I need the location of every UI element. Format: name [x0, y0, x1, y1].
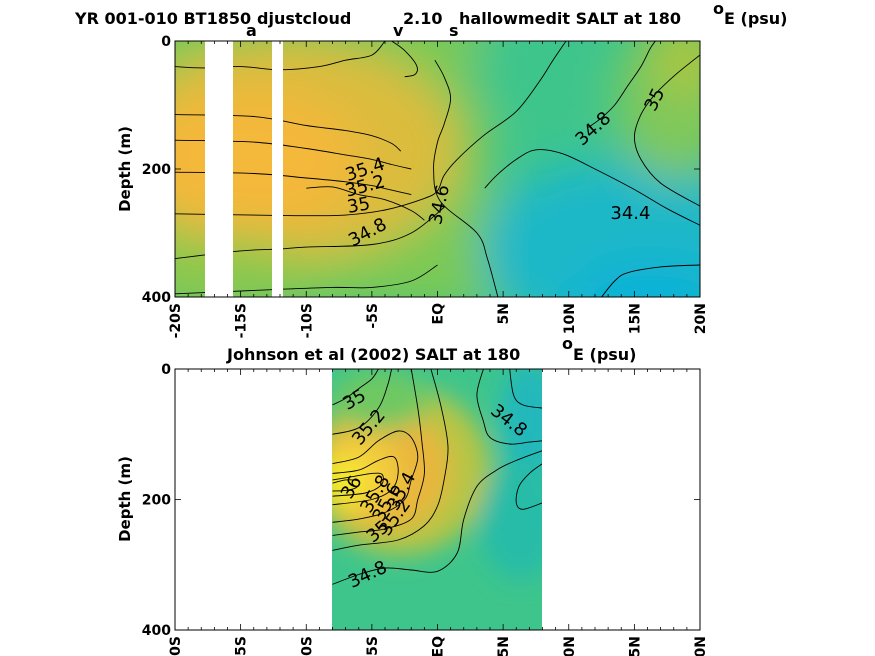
y-tick-label: 0 [161, 34, 171, 50]
contour-line-6 [433, 59, 499, 297]
panel-model-salinity: YR 001-010 BT1850 a djustcloud v 2.10 s … [74, 0, 788, 338]
panel1-ylabel: Depth (m) [116, 126, 134, 212]
contour-line-2 [175, 171, 412, 196]
y-tick-label: 0 [161, 362, 171, 378]
contour-line-12 [391, 41, 418, 78]
contour-line-11 [175, 41, 386, 71]
contour-line-13 [306, 186, 425, 221]
x-tick-label: 15N [627, 303, 643, 334]
y-tick-label: 400 [142, 290, 171, 306]
x-tick-label: 5N [496, 303, 512, 324]
x-tick-label: -5S [365, 303, 381, 329]
panel1-title: YR 001-010 BT1850 a djustcloud v 2.10 s … [74, 0, 788, 40]
panel1-contours [175, 41, 700, 297]
panel1-title-part-2: djustcloud [257, 9, 351, 28]
x-tick-label: -5S [365, 636, 381, 656]
x-tick-label: EQ [431, 303, 447, 325]
contour-line-0 [175, 114, 402, 152]
contour-line-10 [515, 463, 542, 510]
x-tick-label: -10S [299, 303, 315, 338]
x-tick-label: -20S [168, 636, 184, 656]
x-tick-label: 10N [562, 636, 578, 656]
missing-band [272, 41, 283, 297]
panel1-title-part-5: s [449, 21, 459, 40]
panel1-title-part-3: v [393, 21, 404, 40]
panel1-title-part-8: E (psu) [724, 9, 788, 28]
missing-band [229, 41, 233, 297]
contour-line-1 [332, 369, 393, 435]
contour-line-9 [175, 207, 445, 260]
x-tick-label: 20N [693, 636, 709, 656]
x-tick-label: 10N [562, 303, 578, 334]
panel1-title-part-4: 2.10 [403, 9, 442, 28]
y-tick-label: 400 [142, 623, 171, 639]
contour-line-7 [484, 149, 700, 226]
y-tick-label: 200 [142, 162, 171, 178]
contour-label-2: 35 [346, 193, 372, 218]
contour-line-5 [633, 54, 700, 207]
x-tick-label: 15N [627, 636, 643, 656]
contour-line-6 [332, 369, 425, 536]
contour-line-4 [332, 472, 384, 497]
contour-line-9 [476, 369, 542, 445]
missing-band [205, 41, 229, 297]
contour-line-3 [175, 41, 567, 217]
contour-line-8 [332, 450, 542, 585]
contour-line-10 [175, 264, 438, 295]
contour-label-7: 34.4 [610, 203, 650, 224]
panel1-title-part-6: hallowmedit SALT at 180 [459, 9, 681, 28]
x-tick-label: -15S [234, 303, 250, 338]
panel1-ticks: -20S -15S -10S -5S EQ 5N 10N 15N 20N 0 200 400 [142, 34, 709, 338]
contour-line-8 [601, 264, 700, 297]
contour-line-1 [175, 139, 412, 170]
contour-line-2 [332, 430, 419, 523]
panel2-ticks: -20S -15S -10S -5S EQ 5N 10N 15N 20N 0 200 400 [142, 362, 709, 656]
x-tick-label: 20N [693, 303, 709, 334]
panel2-ylabel: Depth (m) [116, 456, 134, 542]
panel1-title-part-7: o [713, 0, 724, 18]
panel2-contours [332, 369, 542, 585]
x-tick-label: 5N [496, 636, 512, 656]
panel1-title-part-1: a [246, 21, 257, 40]
contour-line-4 [588, 41, 656, 128]
panel2-title-part-2: E (psu) [573, 345, 637, 364]
x-tick-label: -10S [299, 636, 315, 656]
x-tick-label: EQ [431, 636, 447, 656]
panel1-title-part-0: YR 001-010 BT1850 [74, 9, 251, 28]
panel2-title-part-0: Johnson et al (2002) SALT at 180 [226, 345, 520, 364]
panel1-missing-bands [205, 41, 283, 297]
y-tick-label: 200 [142, 493, 171, 509]
contour-line-7 [332, 369, 449, 551]
contour-line-3 [332, 455, 399, 506]
contour-line-11 [509, 369, 542, 409]
x-tick-label: -15S [234, 636, 250, 656]
contour-line-0 [332, 369, 379, 406]
panel2-title: Johnson et al (2002) SALT at 180 o E (ps… [226, 334, 637, 364]
panel2-title-part-1: o [562, 334, 573, 353]
x-tick-label: -20S [168, 303, 184, 338]
panel2-field-blobs [332, 369, 542, 580]
contour-line-5 [332, 479, 360, 492]
panel-observed-salinity: Johnson et al (2002) SALT at 180 o E (ps… [116, 334, 709, 656]
